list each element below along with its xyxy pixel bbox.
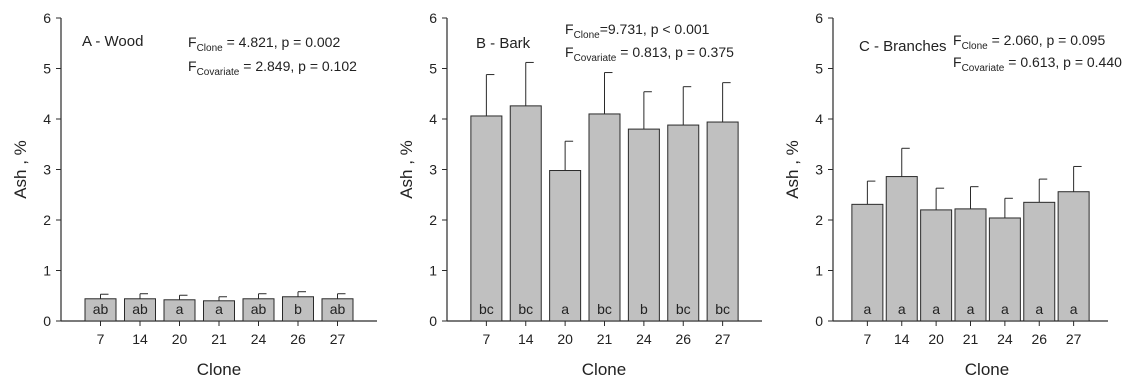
x-tick-label: 21 — [963, 331, 979, 347]
y-tick-label: 3 — [43, 162, 51, 178]
y-tick-label: 6 — [815, 10, 823, 26]
stat-annotation: FCovariate = 0.813, p = 0.375 — [565, 44, 734, 64]
bar — [627, 128, 660, 322]
significance-letter: a — [1035, 301, 1043, 317]
stat-annotation: FClone = 2.060, p = 0.095 — [953, 32, 1105, 52]
x-tick-label: 26 — [1031, 331, 1047, 347]
x-axis-title: Clone — [582, 360, 626, 379]
x-tick-label: 21 — [211, 331, 227, 347]
x-tick-label: 24 — [997, 331, 1013, 347]
x-tick-label: 27 — [330, 331, 346, 347]
bar — [706, 121, 739, 322]
y-tick-label: 4 — [429, 111, 437, 127]
significance-letter: ab — [330, 301, 346, 317]
bar — [885, 176, 918, 322]
bar — [588, 113, 621, 322]
y-tick-label: 2 — [43, 212, 51, 228]
bar — [667, 124, 700, 322]
y-axis-title: Ash , % — [783, 140, 802, 199]
y-tick-label: 5 — [815, 61, 823, 77]
x-tick-label: 26 — [675, 331, 691, 347]
panel-3: 0 1 2 3 4 5 6 a 7 a 14 a 20 a 21 a 24 a 26 a 27 Clone Ash , % C… — [783, 10, 1122, 379]
stat-annotation: FCovariate = 0.613, p = 0.440 — [953, 54, 1122, 74]
bar — [509, 105, 542, 322]
significance-letter: b — [640, 301, 648, 317]
significance-letter: a — [1070, 301, 1078, 317]
x-tick-label: 27 — [715, 331, 731, 347]
significance-letter: a — [176, 301, 184, 317]
significance-letter: ab — [251, 301, 267, 317]
y-axis-title: Ash , % — [11, 140, 30, 199]
bar — [851, 203, 884, 322]
bar — [988, 217, 1021, 322]
significance-letter: a — [932, 301, 940, 317]
x-tick-label: 7 — [482, 331, 490, 347]
panel-label: A - Wood — [82, 33, 143, 50]
stat-annotation: FCovariate = 2.849, p = 0.102 — [188, 58, 357, 78]
x-axis-title: Clone — [197, 360, 241, 379]
stat-annotation: FClone = 4.821, p = 0.002 — [188, 34, 340, 54]
x-tick-label: 7 — [97, 331, 105, 347]
bar — [1057, 191, 1090, 322]
y-tick-label: 2 — [815, 212, 823, 228]
bar — [954, 208, 987, 322]
x-tick-label: 7 — [863, 331, 871, 347]
significance-letter: bc — [676, 301, 691, 317]
y-tick-label: 5 — [43, 61, 51, 77]
significance-letter: a — [215, 301, 223, 317]
y-tick-label: 3 — [815, 162, 823, 178]
panel-1: 0 1 2 3 4 5 6 ab 7 ab 14 a 20 a 21 ab 24 b 26 ab 27 Clone Ash … — [11, 10, 377, 379]
y-tick-label: 6 — [429, 10, 437, 26]
y-tick-label: 2 — [429, 212, 437, 228]
x-tick-label: 21 — [597, 331, 613, 347]
bar — [549, 170, 582, 322]
significance-letter: a — [967, 301, 975, 317]
significance-letter: a — [561, 301, 569, 317]
y-tick-label: 1 — [429, 263, 437, 279]
panel-2: 0 1 2 3 4 5 6 bc 7 bc 14 a 20 bc 21 b 24 bc 26 bc 27 Clone Ash… — [397, 10, 762, 379]
significance-letter: bc — [479, 301, 494, 317]
y-tick-label: 0 — [43, 313, 51, 329]
significance-letter: a — [863, 301, 871, 317]
y-tick-label: 1 — [43, 263, 51, 279]
significance-letter: b — [294, 301, 302, 317]
y-tick-label: 1 — [815, 263, 823, 279]
y-axis-title: Ash , % — [397, 140, 416, 199]
x-tick-label: 24 — [636, 331, 652, 347]
significance-letter: ab — [132, 301, 148, 317]
x-tick-label: 20 — [928, 331, 944, 347]
bar — [282, 296, 314, 322]
panel-label: C - Branches — [859, 38, 947, 55]
y-tick-label: 4 — [43, 111, 51, 127]
x-tick-label: 26 — [290, 331, 306, 347]
significance-letter: a — [1001, 301, 1009, 317]
x-tick-label: 14 — [894, 331, 910, 347]
significance-letter: bc — [597, 301, 612, 317]
bar — [470, 115, 503, 322]
significance-letter: a — [898, 301, 906, 317]
stat-annotation: FClone=9.731, p < 0.001 — [565, 21, 710, 41]
x-tick-label: 27 — [1066, 331, 1082, 347]
y-tick-label: 4 — [815, 111, 823, 127]
y-tick-label: 0 — [429, 313, 437, 329]
significance-letter: bc — [715, 301, 730, 317]
significance-letter: bc — [518, 301, 533, 317]
x-tick-label: 14 — [518, 331, 534, 347]
significance-letter: ab — [93, 301, 109, 317]
bar — [920, 209, 953, 322]
x-axis-title: Clone — [965, 360, 1009, 379]
y-tick-label: 3 — [429, 162, 437, 178]
y-tick-label: 6 — [43, 10, 51, 26]
x-tick-label: 20 — [557, 331, 573, 347]
x-tick-label: 24 — [251, 331, 267, 347]
x-tick-label: 14 — [132, 331, 148, 347]
panel-label: B - Bark — [476, 35, 531, 52]
y-tick-label: 0 — [815, 313, 823, 329]
x-tick-label: 20 — [172, 331, 188, 347]
bar — [1023, 201, 1056, 322]
y-tick-label: 5 — [429, 61, 437, 77]
